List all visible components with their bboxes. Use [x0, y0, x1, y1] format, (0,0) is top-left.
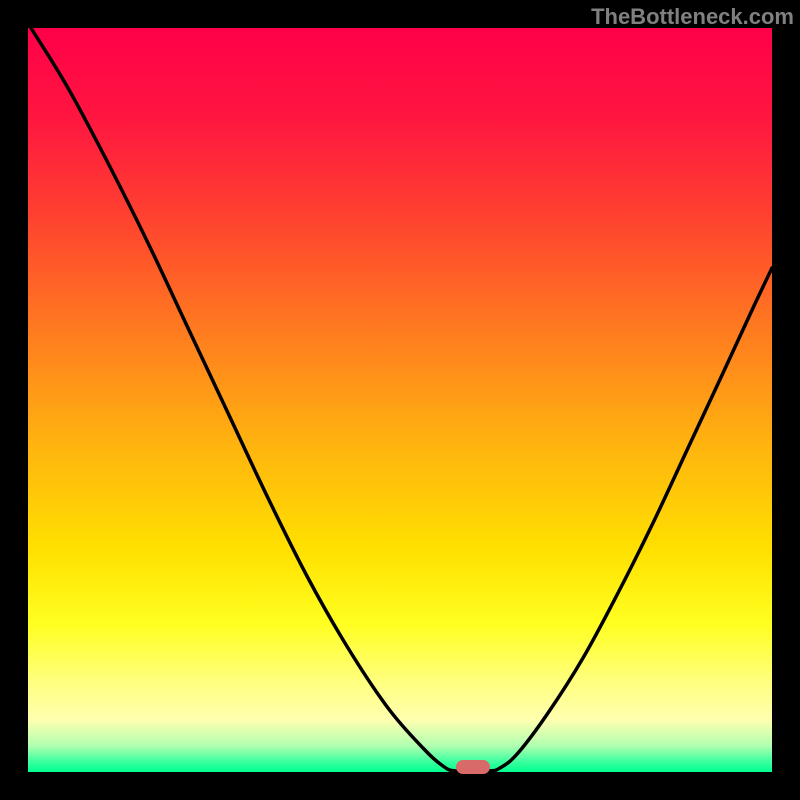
- bottleneck-chart: TheBottleneck.com: [0, 0, 800, 800]
- optimal-marker: [456, 760, 490, 774]
- chart-canvas: [0, 0, 800, 800]
- plot-background: [28, 28, 772, 772]
- attribution-label: TheBottleneck.com: [591, 4, 794, 30]
